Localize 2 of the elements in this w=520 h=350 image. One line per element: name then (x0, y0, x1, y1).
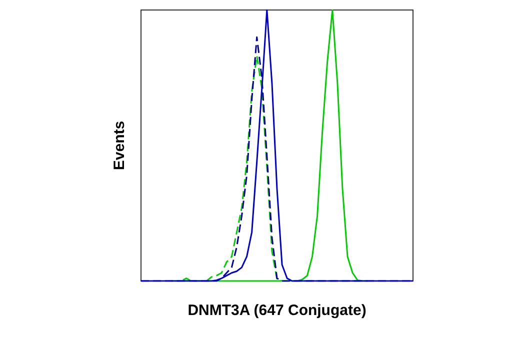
y-axis-title: Events (111, 120, 128, 170)
x-axis-title: DNMT3A (647 Conjugate) (188, 302, 366, 319)
